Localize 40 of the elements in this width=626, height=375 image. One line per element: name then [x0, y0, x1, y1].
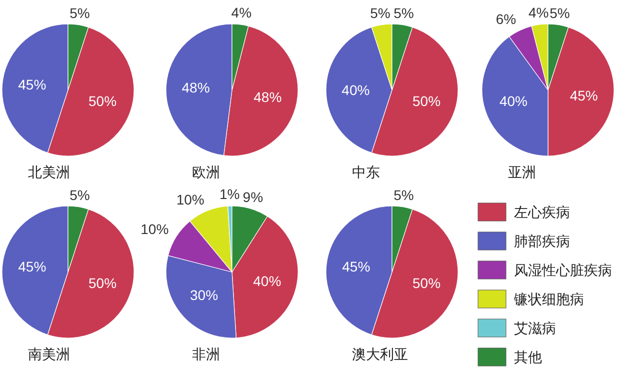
data-label: 5%	[394, 186, 414, 203]
data-label: 40%	[253, 273, 282, 290]
text: 澳大利亚	[352, 346, 408, 362]
data-label: 45%	[342, 258, 370, 274]
data-label: 5%	[370, 4, 390, 21]
data-label: 4%	[231, 4, 252, 21]
data-label: 50%	[88, 93, 117, 110]
data-label: 45%	[18, 76, 46, 92]
data-label: 50%	[412, 93, 441, 110]
data-label: 10%	[140, 220, 169, 237]
data-label: 40%	[499, 93, 528, 110]
text: 亚洲	[508, 164, 536, 180]
text: 南美洲	[28, 346, 70, 362]
text: 非洲	[192, 346, 220, 362]
data-label: 5%	[70, 4, 90, 21]
legend-label: 艾滋病	[514, 320, 556, 336]
data-label: 50%	[88, 275, 117, 292]
data-label: 10%	[176, 191, 204, 208]
data-label: 5%	[550, 4, 570, 21]
data-label: 9%	[242, 188, 264, 205]
data-label: 5%	[70, 186, 90, 203]
text: 欧洲	[192, 164, 220, 180]
text: 中东	[352, 164, 380, 180]
text: 北美洲	[28, 164, 70, 180]
data-label: 48%	[254, 88, 282, 105]
data-label: 5%	[394, 4, 414, 21]
data-label: 1%	[220, 186, 240, 202]
data-label: 4%	[528, 4, 549, 21]
data-label: 45%	[18, 258, 46, 274]
legend-label: 风湿性心脏疾病	[514, 262, 612, 278]
data-label: 40%	[342, 82, 370, 98]
legend-label: 肺部疾病	[514, 233, 570, 249]
data-label: 45%	[570, 88, 598, 104]
data-label: 48%	[182, 80, 210, 96]
legend-label: 镰状细胞病	[513, 291, 584, 307]
legend-label: 左心疾病	[514, 204, 570, 220]
data-label: 30%	[190, 287, 218, 304]
data-label: 50%	[412, 275, 441, 292]
data-label: 6%	[496, 11, 516, 28]
legend-label: 其他	[514, 349, 542, 365]
